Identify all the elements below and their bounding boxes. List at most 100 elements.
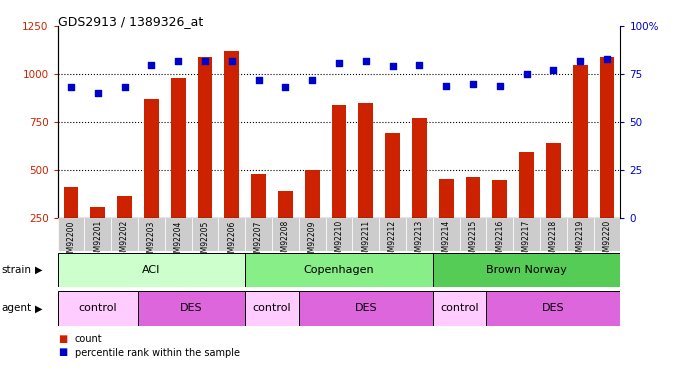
Text: DES: DES	[180, 303, 203, 313]
Point	[521, 71, 532, 77]
Bar	[218, 217, 245, 251]
Text: ▶: ▶	[35, 265, 43, 275]
Point	[226, 58, 237, 64]
Text: GSM92218: GSM92218	[549, 220, 558, 261]
Text: GSM92207: GSM92207	[254, 220, 263, 262]
Text: count: count	[75, 334, 102, 344]
Bar	[111, 217, 138, 251]
Bar	[138, 217, 165, 251]
Bar	[85, 217, 111, 251]
Point	[414, 62, 425, 68]
Text: ■: ■	[58, 334, 67, 344]
Text: GSM92211: GSM92211	[361, 220, 370, 261]
Bar	[332, 105, 346, 218]
Bar	[593, 217, 620, 251]
Bar	[353, 217, 379, 251]
Point	[468, 81, 479, 87]
Bar	[245, 253, 433, 287]
Text: GSM92204: GSM92204	[174, 220, 182, 262]
Point	[441, 82, 452, 88]
Text: ■: ■	[58, 348, 67, 357]
Text: GSM92210: GSM92210	[334, 220, 344, 261]
Bar	[171, 78, 186, 218]
Point	[66, 84, 77, 90]
Text: GSM92205: GSM92205	[201, 220, 210, 262]
Point	[173, 58, 184, 64]
Bar	[433, 253, 620, 287]
Bar	[379, 217, 406, 251]
Point	[387, 63, 398, 69]
Text: ▶: ▶	[35, 303, 43, 313]
Text: GSM92200: GSM92200	[66, 220, 75, 262]
Point	[575, 58, 586, 64]
Bar	[325, 217, 353, 251]
Text: control: control	[253, 303, 292, 313]
Bar	[486, 217, 513, 251]
Bar	[492, 180, 507, 218]
Point	[548, 67, 559, 73]
Bar	[245, 291, 299, 326]
Text: GSM92212: GSM92212	[388, 220, 397, 261]
Bar	[513, 217, 540, 251]
Text: GSM92220: GSM92220	[603, 220, 612, 261]
Bar	[90, 207, 105, 218]
Point	[253, 77, 264, 83]
Bar	[198, 57, 212, 217]
Point	[92, 90, 103, 96]
Text: GSM92216: GSM92216	[496, 220, 504, 261]
Text: GSM92219: GSM92219	[576, 220, 584, 261]
Point	[146, 62, 157, 68]
Bar	[278, 191, 293, 217]
Bar	[224, 51, 239, 217]
Bar	[64, 187, 79, 218]
Bar	[359, 103, 373, 218]
Bar	[299, 217, 325, 251]
Text: control: control	[440, 303, 479, 313]
Text: GSM92217: GSM92217	[522, 220, 531, 261]
Bar	[138, 291, 245, 326]
Text: strain: strain	[1, 265, 31, 275]
Text: DES: DES	[542, 303, 565, 313]
Bar	[305, 170, 319, 217]
Text: control: control	[79, 303, 117, 313]
Bar	[573, 64, 588, 218]
Text: Copenhagen: Copenhagen	[304, 265, 374, 275]
Bar	[144, 99, 159, 218]
Bar	[272, 217, 299, 251]
Text: GDS2913 / 1389326_at: GDS2913 / 1389326_at	[58, 15, 203, 28]
Bar	[486, 291, 620, 326]
Text: GSM92203: GSM92203	[147, 220, 156, 262]
Text: Brown Norway: Brown Norway	[486, 265, 567, 275]
Point	[280, 84, 291, 90]
Bar	[519, 153, 534, 218]
Bar	[466, 177, 480, 218]
Point	[119, 84, 130, 90]
Bar	[58, 291, 138, 326]
Bar	[245, 217, 272, 251]
Bar	[252, 174, 266, 217]
Bar	[412, 118, 426, 218]
Bar	[117, 196, 132, 217]
Text: GSM92206: GSM92206	[227, 220, 237, 262]
Text: GSM92213: GSM92213	[415, 220, 424, 261]
Bar	[599, 57, 614, 217]
Text: agent: agent	[1, 303, 31, 313]
Text: GSM92202: GSM92202	[120, 220, 129, 261]
Text: GSM92214: GSM92214	[441, 220, 451, 261]
Bar	[460, 217, 486, 251]
Bar	[406, 217, 433, 251]
Text: percentile rank within the sample: percentile rank within the sample	[75, 348, 239, 357]
Bar	[165, 217, 192, 251]
Bar	[58, 217, 85, 251]
Bar	[433, 291, 486, 326]
Point	[306, 77, 317, 83]
Bar	[546, 143, 561, 218]
Text: GSM92209: GSM92209	[308, 220, 317, 262]
Bar	[192, 217, 218, 251]
Text: GSM92208: GSM92208	[281, 220, 290, 261]
Text: GSM92215: GSM92215	[468, 220, 477, 261]
Bar	[439, 179, 454, 218]
Bar	[58, 253, 245, 287]
Point	[361, 58, 372, 64]
Bar	[385, 134, 400, 218]
